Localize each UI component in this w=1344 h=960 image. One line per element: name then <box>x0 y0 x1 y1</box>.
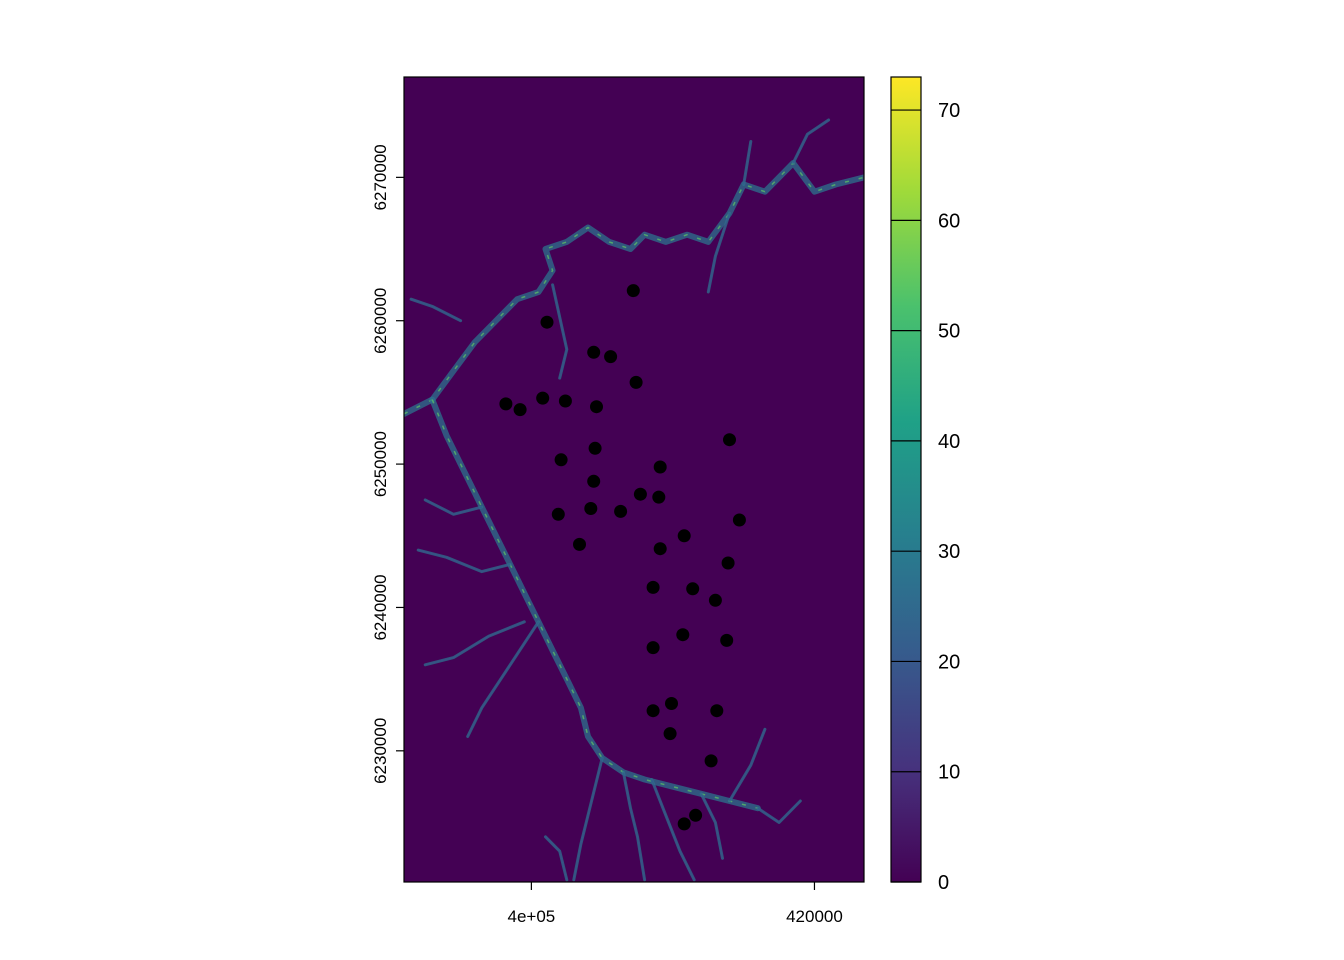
river-highlight <box>651 779 695 881</box>
river-highlight <box>418 549 511 573</box>
river-highlight <box>743 141 752 185</box>
sample-point <box>676 628 690 642</box>
sample-points <box>499 284 746 831</box>
river-highlight <box>467 621 539 737</box>
river-highlight <box>573 757 603 880</box>
sample-point <box>587 474 601 488</box>
sample-point <box>614 504 628 518</box>
y-tick-label: 6230000 <box>371 718 390 784</box>
sample-point <box>710 704 724 718</box>
sample-point <box>588 441 602 455</box>
colorbar <box>891 77 921 882</box>
sample-point <box>732 513 746 527</box>
raster-panel <box>404 77 864 882</box>
y-tick-label: 6260000 <box>371 288 390 354</box>
sample-point <box>587 345 601 359</box>
colorbar-tick-label: 70 <box>938 100 960 122</box>
river-highlight <box>700 793 723 859</box>
y-tick-label: 6270000 <box>371 144 390 210</box>
colorbar-border <box>890 76 922 883</box>
sample-point <box>721 556 735 570</box>
colorbar-tick-label: 60 <box>938 210 960 232</box>
sample-point <box>653 542 667 556</box>
sample-point <box>646 704 660 718</box>
sample-point <box>629 375 643 389</box>
x-axis: 4e+05 420000 <box>508 882 843 926</box>
sample-point <box>677 817 691 831</box>
sample-point <box>704 754 718 768</box>
sample-point <box>499 397 513 411</box>
sample-point <box>652 490 666 504</box>
sample-point <box>554 453 568 467</box>
sample-point <box>653 460 667 474</box>
colorbar-tick-label: 20 <box>938 651 960 673</box>
river-highlight <box>792 119 829 164</box>
colorbar-ticks: 0 10 20 30 40 50 60 70 <box>891 100 960 894</box>
sample-point <box>689 808 703 822</box>
y-axis: 6230000 6240000 6250000 6260000 6270000 <box>371 144 404 784</box>
sample-point <box>646 580 660 594</box>
sample-point <box>551 507 565 521</box>
river-highlight <box>545 836 568 880</box>
colorbar-tick-label: 50 <box>938 321 960 343</box>
sample-point <box>708 593 722 607</box>
sample-point <box>633 487 647 501</box>
river-highlight <box>552 284 568 379</box>
sample-point <box>677 529 691 543</box>
colorbar-tick-label: 0 <box>938 872 949 894</box>
y-tick-label: 6240000 <box>371 574 390 640</box>
colorbar-tick-label: 10 <box>938 762 960 784</box>
sample-point <box>663 727 677 741</box>
sample-point <box>646 641 660 655</box>
colorbar-tick-label: 40 <box>938 431 960 453</box>
y-tick-label: 6250000 <box>371 431 390 497</box>
sample-point <box>686 582 700 596</box>
river-highlight <box>425 621 525 666</box>
sample-point <box>720 633 734 647</box>
river-highlight <box>707 213 730 293</box>
river-channel <box>404 160 864 417</box>
river-highlight <box>622 772 646 880</box>
sample-point <box>584 502 598 515</box>
sample-point <box>604 350 618 364</box>
sample-point <box>665 697 678 710</box>
sample-point <box>536 391 550 405</box>
river-highlight <box>757 800 801 824</box>
sample-point <box>723 433 736 447</box>
river-network <box>404 118 864 882</box>
x-tick-label: 4e+05 <box>508 907 556 926</box>
panel-border <box>403 76 865 883</box>
sample-point <box>590 400 603 414</box>
sample-point <box>513 403 527 417</box>
sample-point <box>626 284 640 298</box>
x-tick-label: 420000 <box>786 907 843 926</box>
sample-point <box>540 315 554 329</box>
river-highlight <box>410 298 461 322</box>
sample-point <box>558 394 572 408</box>
sample-point <box>573 537 586 551</box>
river-highlight <box>424 499 482 515</box>
river-highlight <box>431 399 758 809</box>
river-highlight <box>729 729 766 802</box>
colorbar-tick-label: 30 <box>938 541 960 563</box>
